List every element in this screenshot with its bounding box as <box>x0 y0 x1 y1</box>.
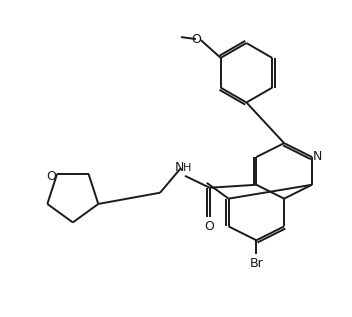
Text: O: O <box>46 170 56 183</box>
Text: N: N <box>313 150 322 163</box>
Text: O: O <box>204 220 214 233</box>
Text: Br: Br <box>250 256 263 269</box>
Text: H: H <box>183 163 191 173</box>
Text: O: O <box>191 33 201 46</box>
Text: N: N <box>174 161 184 174</box>
